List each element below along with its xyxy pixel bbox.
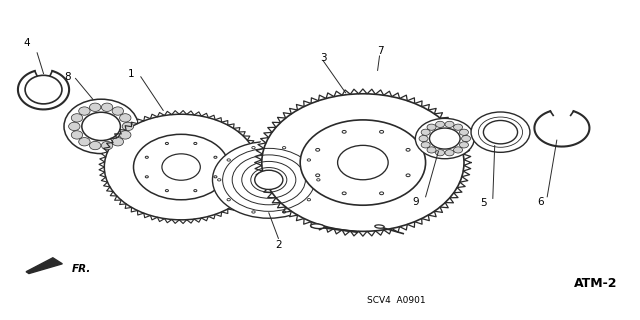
- Ellipse shape: [252, 211, 255, 213]
- Text: 2: 2: [275, 240, 282, 250]
- Ellipse shape: [380, 192, 383, 195]
- Ellipse shape: [445, 150, 454, 156]
- Ellipse shape: [307, 198, 310, 201]
- Ellipse shape: [316, 174, 320, 177]
- Text: 7: 7: [378, 46, 384, 56]
- Ellipse shape: [421, 129, 430, 135]
- Ellipse shape: [165, 189, 168, 192]
- Ellipse shape: [375, 225, 384, 228]
- Ellipse shape: [194, 189, 197, 192]
- Ellipse shape: [90, 103, 101, 111]
- Ellipse shape: [68, 122, 80, 131]
- Ellipse shape: [300, 120, 426, 205]
- Ellipse shape: [100, 111, 262, 223]
- Ellipse shape: [145, 156, 148, 158]
- Text: 6: 6: [538, 196, 544, 207]
- Ellipse shape: [445, 121, 454, 127]
- Ellipse shape: [342, 131, 346, 133]
- Ellipse shape: [227, 198, 230, 201]
- Text: 4: 4: [24, 38, 30, 48]
- Ellipse shape: [112, 107, 124, 115]
- Ellipse shape: [255, 170, 283, 189]
- Text: SCV4  A0901: SCV4 A0901: [367, 296, 426, 305]
- Ellipse shape: [212, 141, 325, 218]
- Ellipse shape: [429, 128, 460, 149]
- Ellipse shape: [310, 224, 324, 228]
- Ellipse shape: [282, 147, 286, 149]
- Ellipse shape: [256, 90, 470, 235]
- Ellipse shape: [194, 142, 197, 145]
- Ellipse shape: [454, 124, 463, 130]
- Ellipse shape: [101, 141, 113, 150]
- Ellipse shape: [252, 147, 255, 149]
- Ellipse shape: [406, 174, 410, 177]
- Ellipse shape: [227, 159, 230, 161]
- Ellipse shape: [483, 120, 518, 144]
- Ellipse shape: [307, 159, 310, 161]
- Text: 3: 3: [320, 52, 326, 63]
- Text: 5: 5: [480, 198, 486, 208]
- Polygon shape: [26, 258, 62, 274]
- Ellipse shape: [338, 145, 388, 180]
- Ellipse shape: [90, 141, 101, 150]
- Ellipse shape: [162, 154, 200, 180]
- Ellipse shape: [427, 124, 436, 130]
- Ellipse shape: [316, 148, 320, 151]
- Ellipse shape: [120, 131, 131, 139]
- Ellipse shape: [436, 121, 445, 127]
- Ellipse shape: [71, 131, 83, 139]
- Text: 9: 9: [413, 196, 419, 207]
- Ellipse shape: [471, 112, 530, 152]
- Ellipse shape: [427, 147, 436, 153]
- Ellipse shape: [460, 142, 468, 148]
- Ellipse shape: [101, 103, 113, 111]
- Ellipse shape: [145, 176, 148, 178]
- Ellipse shape: [79, 138, 90, 146]
- Ellipse shape: [122, 122, 134, 131]
- Ellipse shape: [71, 114, 83, 122]
- Text: FR.: FR.: [72, 264, 91, 275]
- Text: ATM-2: ATM-2: [574, 277, 618, 290]
- Ellipse shape: [342, 192, 346, 195]
- Ellipse shape: [406, 148, 410, 151]
- Ellipse shape: [419, 135, 428, 142]
- Ellipse shape: [112, 138, 124, 146]
- Ellipse shape: [454, 147, 463, 153]
- Ellipse shape: [64, 99, 138, 154]
- Ellipse shape: [82, 112, 120, 140]
- Ellipse shape: [282, 211, 286, 213]
- Ellipse shape: [317, 179, 320, 181]
- Ellipse shape: [421, 142, 430, 148]
- Text: 8: 8: [64, 72, 70, 82]
- Ellipse shape: [461, 135, 470, 142]
- Ellipse shape: [214, 176, 217, 178]
- Ellipse shape: [134, 134, 228, 200]
- Ellipse shape: [214, 156, 217, 158]
- Ellipse shape: [436, 150, 445, 156]
- Text: 1: 1: [128, 68, 134, 79]
- Ellipse shape: [79, 107, 90, 115]
- Ellipse shape: [120, 114, 131, 122]
- Ellipse shape: [165, 142, 168, 145]
- Ellipse shape: [218, 179, 221, 181]
- Ellipse shape: [415, 118, 474, 159]
- Ellipse shape: [460, 129, 468, 135]
- Ellipse shape: [380, 131, 383, 133]
